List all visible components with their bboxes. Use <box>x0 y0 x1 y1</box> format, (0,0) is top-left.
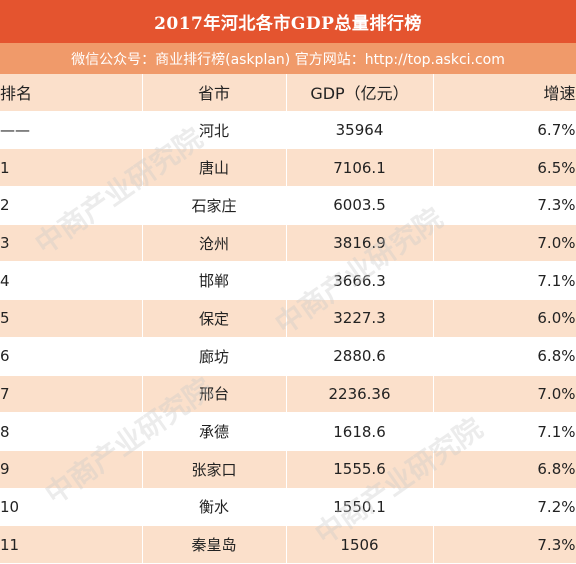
gdp-cell: 1506 <box>286 525 434 564</box>
gdp-cell: 7106.1 <box>286 148 434 188</box>
city-cell: 沧州 <box>142 224 287 263</box>
gdp-cell: 3816.9 <box>286 224 434 263</box>
city-cell: 承德 <box>142 412 287 451</box>
rank-cell: 2 <box>0 186 143 225</box>
city-cell: 邯郸 <box>142 261 287 301</box>
gdp-cell: 1550.1 <box>286 488 434 527</box>
growth-cell: 7.3% <box>433 525 576 564</box>
growth-cell: 6.7% <box>433 111 576 150</box>
growth-cell: 6.8% <box>433 450 576 489</box>
city-cell: 廊坊 <box>142 337 287 376</box>
rank-cell: 9 <box>0 450 143 489</box>
growth-cell: 7.3% <box>433 186 576 225</box>
city-cell: 张家口 <box>142 450 287 489</box>
table-body: —— 河北 35964 6.7% 1 唐山 7106.1 6.5% 2 石家庄 6003.5 7.3%… <box>0 111 576 564</box>
table-row: 5 保定 3227.3 6.0% <box>0 299 576 338</box>
rank-cell: 5 <box>0 299 143 338</box>
gdp-cell: 35964 <box>286 111 434 150</box>
table-row: 3 沧州 3816.9 7.0% <box>0 224 576 263</box>
table-title: 2017年河北各市GDP总量排行榜 <box>0 0 576 43</box>
growth-cell: 7.0% <box>433 224 576 263</box>
rank-cell: —— <box>0 111 143 150</box>
table-row: 1 唐山 7106.1 6.5% <box>0 148 576 188</box>
rank-cell: 7 <box>0 375 143 414</box>
table-row: —— 河北 35964 6.7% <box>0 111 576 150</box>
city-cell: 石家庄 <box>142 186 287 225</box>
growth-cell: 7.1% <box>433 261 576 301</box>
gdp-cell: 6003.5 <box>286 186 434 225</box>
rank-cell: 8 <box>0 412 143 451</box>
gdp-table: 排名 省市 GDP（亿元） 增速 —— 河北 35964 6.7% 1 唐山 7106.1 6… <box>0 74 576 564</box>
city-cell: 衡水 <box>142 488 287 527</box>
table-row: 9 张家口 1555.6 6.8% <box>0 450 576 489</box>
growth-cell: 6.0% <box>433 299 576 338</box>
gdp-cell: 1618.6 <box>286 412 434 451</box>
city-cell: 唐山 <box>142 148 287 188</box>
gdp-cell: 3666.3 <box>286 261 434 301</box>
table-row: 7 邢台 2236.36 7.0% <box>0 375 576 414</box>
table-row: 2 石家庄 6003.5 7.3% <box>0 186 576 225</box>
rank-cell: 11 <box>0 525 143 564</box>
rank-cell: 1 <box>0 148 143 188</box>
city-cell: 河北 <box>142 111 287 150</box>
growth-cell: 6.8% <box>433 337 576 376</box>
city-cell: 秦皇岛 <box>142 525 287 564</box>
header-growth: 增速 <box>433 74 576 112</box>
rank-cell: 4 <box>0 261 143 301</box>
header-rank: 排名 <box>0 74 143 112</box>
rank-cell: 6 <box>0 337 143 376</box>
growth-cell: 7.2% <box>433 488 576 527</box>
table-row: 11 秦皇岛 1506 7.3% <box>0 525 576 564</box>
rank-cell: 10 <box>0 488 143 527</box>
table-row: 6 廊坊 2880.6 6.8% <box>0 337 576 376</box>
header-city: 省市 <box>142 74 287 112</box>
table-row: 10 衡水 1550.1 7.2% <box>0 488 576 527</box>
gdp-cell: 2880.6 <box>286 337 434 376</box>
city-cell: 保定 <box>142 299 287 338</box>
gdp-cell: 3227.3 <box>286 299 434 338</box>
growth-cell: 6.5% <box>433 148 576 188</box>
header-row: 排名 省市 GDP（亿元） 增速 <box>0 74 576 112</box>
gdp-cell: 1555.6 <box>286 450 434 489</box>
table-subtitle: 微信公众号：商业排行榜(askplan) 官方网站：http://top.ask… <box>0 43 576 74</box>
growth-cell: 7.0% <box>433 375 576 414</box>
header-gdp: GDP（亿元） <box>286 74 434 112</box>
city-cell: 邢台 <box>142 375 287 414</box>
table-row: 8 承德 1618.6 7.1% <box>0 412 576 451</box>
rank-cell: 3 <box>0 224 143 263</box>
gdp-cell: 2236.36 <box>286 375 434 414</box>
table-row: 4 邯郸 3666.3 7.1% <box>0 261 576 301</box>
growth-cell: 7.1% <box>433 412 576 451</box>
